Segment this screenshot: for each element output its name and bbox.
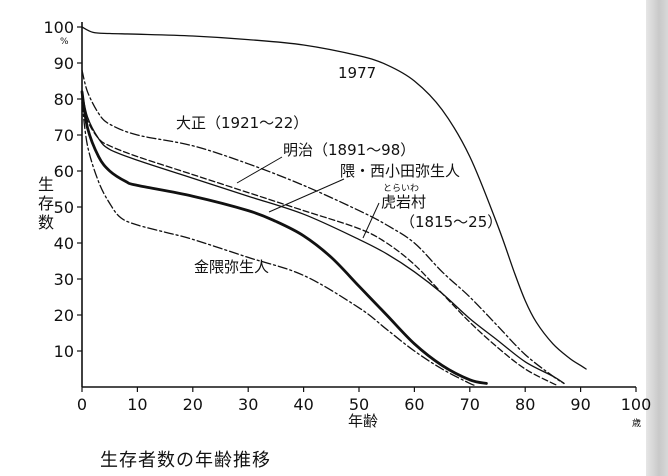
leader-meiji [236, 156, 283, 184]
series-line-1 [81, 69, 565, 385]
x-tick-label-4: 40 [293, 395, 313, 414]
y-tick-label-7: 80 [54, 90, 74, 109]
y-unit-label: % [60, 37, 69, 47]
label-meiji: 明治（1891～98） [283, 141, 415, 159]
y-tick-label-4: 50 [54, 198, 74, 217]
label-kuma-nishioda: 隈・西小田弥生人 [340, 162, 460, 180]
y-tick-label-3: 40 [54, 234, 74, 253]
series-line-2 [81, 91, 565, 385]
x-tick-label-10: 100 [621, 395, 652, 414]
y-tick-label-8: 90 [54, 54, 74, 73]
y-axis-label-2: 存 [38, 194, 54, 213]
label-1977: 1977 [338, 64, 376, 82]
tick-group: 0 10 20 30 40 50 60 70 80 90 100 10 20 30 40 50 60 70 80 90… [43, 18, 651, 414]
x-tick-label-5: 50 [349, 395, 369, 414]
y-axis-label-3: 数 [38, 213, 54, 232]
scanned-page-edge [646, 0, 668, 476]
y-tick-label-6: 70 [54, 126, 74, 145]
y-tick-label-5: 60 [54, 162, 74, 181]
x-tick-label-6: 60 [404, 395, 424, 414]
x-tick-label-1: 10 [127, 395, 147, 414]
label-toraiwa-ruby: とらいわ [383, 183, 419, 194]
label-toraiwa-years: （1815～25） [400, 213, 502, 231]
y-tick-label-2: 30 [54, 270, 74, 289]
x-tick-label-0: 0 [77, 395, 87, 414]
y-tick-label-1: 20 [54, 306, 74, 325]
x-tick-label-3: 30 [238, 395, 258, 414]
y-tick-label-0: 10 [54, 342, 74, 361]
label-kanekuma: 金隈弥生人 [194, 258, 269, 276]
y-axis-label-1: 生 [38, 175, 54, 194]
y-tick-label-9: 100 [43, 18, 74, 37]
leader-kuma-nishioda [268, 178, 345, 213]
leader-lines [236, 156, 380, 239]
x-tick-label-7: 70 [460, 395, 480, 414]
series-line-5 [81, 101, 476, 386]
leader-toraiwa [362, 202, 380, 239]
label-toraiwa: 虎岩村 [381, 193, 426, 211]
x-unit-label: 歳 [632, 417, 641, 429]
x-tick-label-2: 20 [183, 395, 203, 414]
series-group [80, 26, 587, 386]
x-tick-label-9: 90 [570, 395, 590, 414]
series-line-4 [80, 90, 488, 385]
chart-caption: 生存者数の年齢推移 [100, 450, 271, 471]
label-taisho: 大正（1921～22） [176, 114, 308, 132]
x-tick-label-8: 80 [515, 395, 535, 414]
series-line-0 [81, 26, 587, 370]
x-axis-label: 年齢 [348, 412, 378, 430]
series-line-3 [81, 98, 560, 386]
